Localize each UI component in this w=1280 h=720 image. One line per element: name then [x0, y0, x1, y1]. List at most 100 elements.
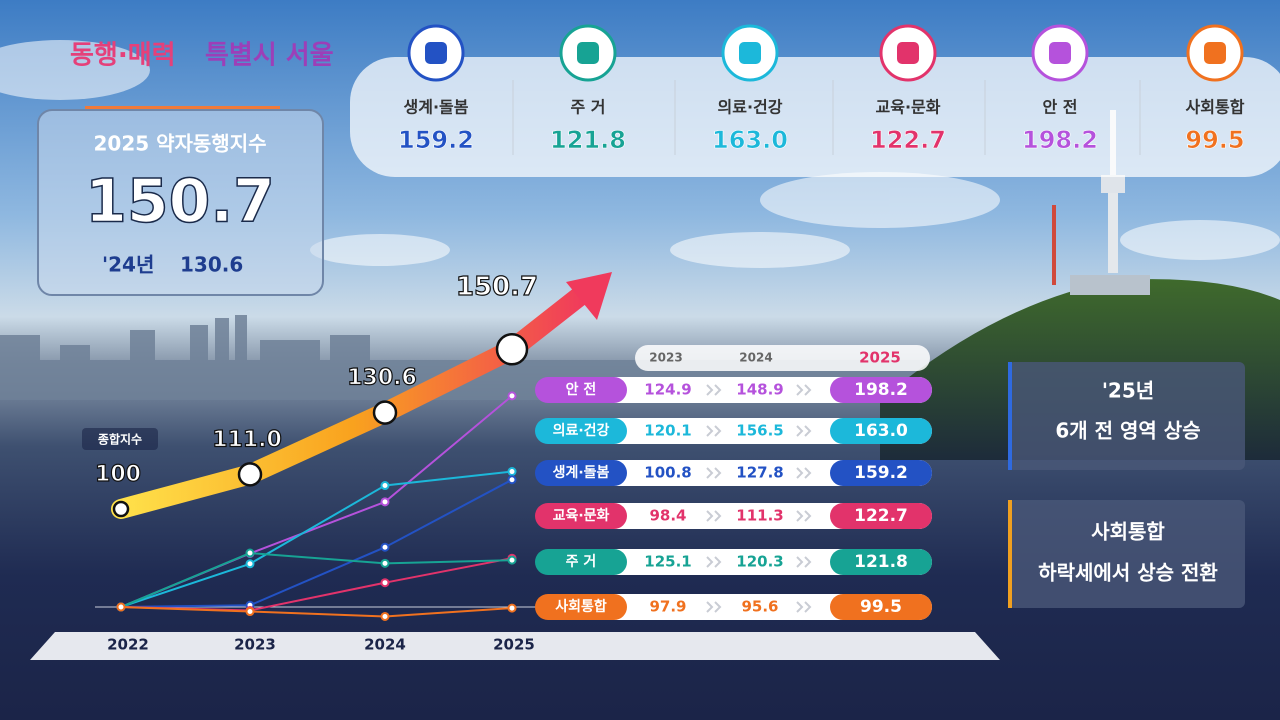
note-accent [1008, 362, 1012, 470]
domain-icon-glyph [739, 42, 761, 64]
domain-value: 99.5 [1185, 126, 1244, 154]
row-chevron [796, 510, 812, 522]
series-point [245, 559, 255, 569]
note-text: '25년 [1102, 379, 1154, 403]
domain-icon-glyph [897, 42, 919, 64]
row-chevron [796, 467, 812, 479]
domain-label: 교육·문화 [876, 98, 941, 117]
table-header: 2024 [739, 351, 772, 365]
row-value: 95.6 [741, 598, 778, 616]
series-point [380, 497, 390, 507]
row-label: 생계·돌봄 [553, 465, 610, 481]
row-chevron [796, 601, 812, 613]
summary-value: 150.7 [85, 167, 275, 237]
row-label-bg [535, 460, 627, 486]
domain-icon-glyph [425, 42, 447, 64]
composite-point [372, 400, 398, 425]
series-point [507, 603, 517, 613]
domain-value: 163.0 [712, 126, 788, 154]
table-header-bg [635, 345, 930, 371]
composite-point [495, 333, 529, 366]
row-label-bg [535, 594, 627, 620]
composite-point [112, 500, 130, 518]
note-text: 하락세에서 상승 전환 [1038, 561, 1218, 585]
row-label-bg [535, 377, 627, 403]
row-value: 98.4 [649, 507, 686, 525]
row-label: 교육·문화 [553, 508, 610, 524]
series-point [380, 481, 390, 491]
x-tick-label: 2024 [364, 636, 406, 654]
composite-name-bg [82, 428, 158, 450]
domain-value: 198.2 [1022, 126, 1098, 154]
row-value: 156.5 [736, 422, 783, 440]
composite-name: 종합지수 [98, 432, 142, 447]
row-2025-bg [830, 418, 932, 444]
row-label-bg [535, 549, 627, 575]
summary-prev-value: 130.6 [180, 253, 243, 277]
series-point [380, 542, 390, 552]
row-chevron [706, 467, 722, 479]
x-tick-label: 2023 [234, 636, 276, 654]
row-2025-bg [830, 377, 932, 403]
arrow-head [566, 272, 612, 320]
note-box [1008, 500, 1245, 608]
row-2025-bg [830, 549, 932, 575]
row-chevron [706, 601, 722, 613]
series-point [380, 578, 390, 588]
composite-label: 130.6 [347, 366, 417, 391]
series-line [120, 606, 513, 618]
row-chevron [706, 425, 722, 437]
series-point [245, 607, 255, 617]
row-label: 주 거 [566, 554, 597, 570]
table-header: 2023 [649, 351, 682, 365]
row-value: 125.1 [644, 553, 691, 571]
row-label-bg [535, 418, 627, 444]
domain-card [350, 57, 1280, 177]
row-label: 사회통합 [555, 598, 607, 615]
row-2025-bg [830, 460, 932, 486]
row-value: 100.8 [644, 464, 691, 482]
composite-point [237, 462, 263, 487]
row-2025-bg [830, 594, 932, 620]
row-value: 148.9 [736, 381, 783, 399]
row-chevron [796, 384, 812, 396]
row-label: 안 전 [566, 381, 597, 398]
series-point [116, 602, 126, 612]
row-chevron [796, 556, 812, 568]
summary-box [37, 109, 324, 296]
chart-floor [30, 632, 1000, 660]
domain-value: 122.7 [870, 126, 946, 154]
summary-prev-label: '24년 [102, 253, 154, 277]
series-line [120, 470, 513, 608]
row-value: 124.9 [644, 381, 691, 399]
domain-label: 주 거 [570, 98, 605, 117]
series-line [120, 478, 513, 608]
row-value: 111.3 [736, 507, 783, 525]
domain-label: 사회통합 [1186, 98, 1245, 117]
note-box [1008, 362, 1245, 470]
row-2025-value: 163.0 [854, 421, 908, 441]
row-2025-value: 159.2 [854, 463, 908, 483]
row-2025-bg [830, 503, 932, 529]
domain-value: 159.2 [398, 126, 474, 154]
row-chevron [706, 384, 722, 396]
logo-underline [85, 106, 280, 110]
summary-title: 2025 약자동행지수 [93, 132, 266, 156]
clouds [0, 40, 1280, 268]
series-point [380, 611, 390, 621]
x-tick-label: 2022 [107, 636, 149, 654]
row-value: 127.8 [736, 464, 783, 482]
note-text: 사회통합 [1091, 520, 1165, 544]
row-value: 120.3 [736, 553, 783, 571]
composite-label: 100 [95, 462, 141, 487]
domain-value: 121.8 [550, 126, 626, 154]
domain-icon-glyph [1049, 42, 1071, 64]
logo-text: 동행·매력 [70, 41, 176, 71]
series-point [507, 391, 517, 401]
row-label-bg [535, 503, 627, 529]
row-label: 의료·건강 [553, 422, 610, 439]
row-value: 97.9 [649, 598, 686, 616]
row-2025-value: 122.7 [854, 506, 908, 526]
domain-label: 안 전 [1042, 98, 1077, 117]
